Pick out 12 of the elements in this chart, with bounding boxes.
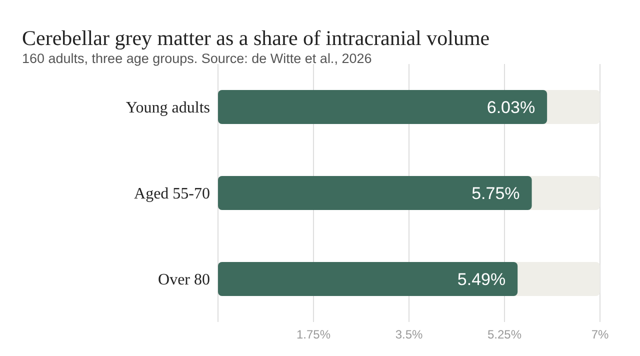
x-tick-label: 3.5% bbox=[395, 328, 423, 342]
y-tick-label: Over 80 bbox=[158, 272, 210, 289]
chart-subtitle: 160 adults, three age groups. Source: de Witte et al., 2026 bbox=[22, 50, 373, 68]
data-label: 6.03% bbox=[486, 98, 536, 118]
x-tick-label: 1.75% bbox=[296, 328, 331, 342]
data-label: 5.75% bbox=[472, 184, 520, 204]
chart-title: Cerebellar grey matter as a share of intracranial volume bbox=[22, 26, 491, 50]
x-tick-label: 5.25% bbox=[487, 328, 522, 342]
y-tick-label: Young adults bbox=[126, 100, 210, 117]
y-tick-label: Aged 55-70 bbox=[134, 186, 210, 203]
data-label: 5.49% bbox=[457, 270, 506, 290]
x-tick-label: 7% bbox=[591, 328, 609, 342]
